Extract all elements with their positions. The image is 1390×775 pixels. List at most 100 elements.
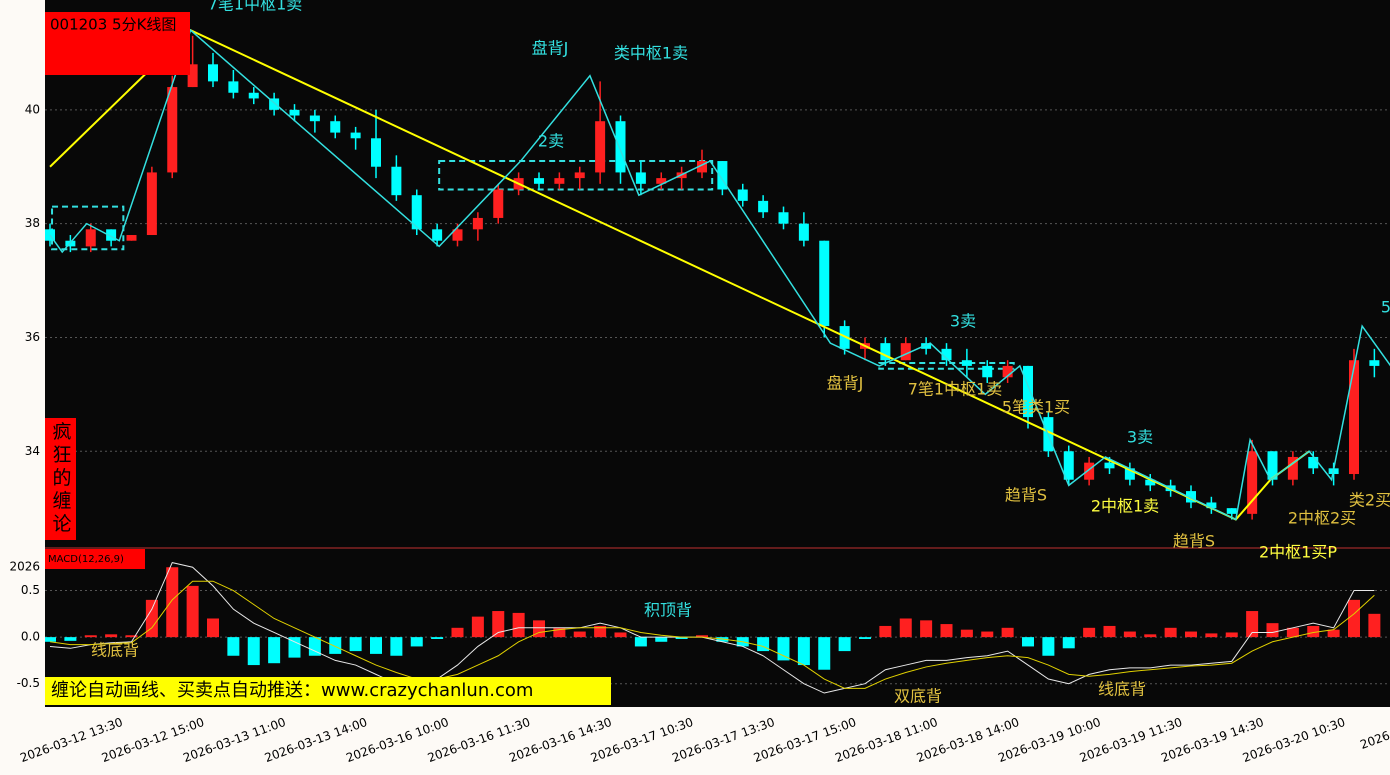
macd-bar (1348, 599, 1360, 638)
macd-bar (1266, 623, 1279, 638)
annotation: 3卖 (950, 312, 976, 331)
macd-bar (899, 618, 912, 638)
macd-bar (1022, 637, 1034, 647)
y-tick-label: 38 (25, 216, 40, 230)
candle-body (330, 121, 341, 133)
macd-title: MACD(12,26,9) (48, 554, 124, 565)
candle-body (187, 64, 198, 88)
candle-body (1104, 462, 1115, 469)
macd-top-label: 2026 (9, 560, 40, 574)
macd-bar (268, 637, 281, 664)
macd-bar (145, 599, 158, 638)
annotation: 类2买 (1349, 491, 1390, 510)
macd-panel (45, 562, 1390, 694)
annotation: 5笔类1买 (1002, 398, 1070, 417)
candle-body (1063, 451, 1074, 480)
candle-body (391, 166, 402, 196)
dif-line (49, 562, 1375, 694)
macd-bar (675, 637, 688, 639)
macd-bar (125, 635, 138, 638)
macd-bar (614, 632, 627, 638)
annotation: 双底背 (894, 687, 942, 706)
candle-body (452, 229, 463, 241)
macd-bar (105, 634, 118, 638)
macd-bar (1185, 631, 1197, 638)
candle-body (1247, 451, 1258, 514)
candle-body (635, 172, 646, 184)
candle-body (697, 161, 707, 173)
annotation: 类中枢1卖 (614, 44, 688, 63)
candle-body (208, 64, 218, 82)
candle-body (798, 223, 809, 241)
side-label: 疯狂的缠论 (52, 421, 71, 535)
candle-body (880, 343, 891, 361)
macd-bar (451, 627, 464, 638)
annotation: 3卖 (1127, 428, 1153, 447)
annotation: 5 (1381, 298, 1390, 317)
macd-bar (696, 635, 708, 638)
candle-body (1267, 451, 1278, 480)
macd-bar (797, 637, 810, 666)
macd-bar (288, 637, 301, 658)
macd-bar (838, 637, 851, 652)
macd-bar (410, 637, 423, 647)
macd-bar (1368, 613, 1381, 638)
candle-body (371, 138, 381, 167)
candle-body (472, 217, 483, 230)
candle-body (1124, 468, 1135, 480)
annotation: 积顶背 (644, 601, 692, 620)
annotation: 2中枢1卖 (1091, 497, 1159, 516)
macd-bar (1327, 629, 1340, 638)
candle-body (1226, 508, 1237, 514)
candle-body (411, 195, 422, 230)
macd-bar (227, 637, 240, 656)
candle-body (167, 87, 178, 173)
annotation: 线底背 (91, 641, 139, 660)
candle-body (819, 240, 830, 327)
candle-body (595, 121, 606, 173)
macd-bar (308, 637, 321, 656)
macd-bar (471, 616, 484, 638)
candle-body (982, 365, 993, 378)
macd-bar (1246, 611, 1259, 638)
candle-body (1206, 502, 1217, 509)
y-tick-label: 0.5 (21, 583, 40, 597)
candle-body (350, 132, 361, 139)
macd-bar (1062, 637, 1075, 649)
macd-bar (492, 611, 505, 638)
macd-bar (818, 637, 831, 670)
annotation: 盘背J (532, 39, 569, 58)
macd-bar (1225, 632, 1238, 638)
macd-bar (757, 637, 770, 652)
candle-body (493, 189, 504, 218)
macd-bar (1286, 627, 1299, 638)
candle-body (615, 121, 626, 173)
macd-bar (594, 625, 607, 638)
y-tick-label: 0.0 (21, 630, 40, 644)
candle-body (900, 343, 911, 361)
macd-bar (45, 637, 56, 642)
candle-body (921, 343, 932, 349)
candle-body (1186, 491, 1196, 503)
candle-body (534, 178, 544, 184)
macd-bar (960, 629, 973, 638)
candle-body (1145, 479, 1156, 486)
macd-bar (634, 637, 647, 647)
macd-bar (981, 631, 994, 638)
candle-body (778, 212, 789, 224)
macd-bar (940, 624, 953, 638)
macd-bar (1001, 627, 1014, 638)
macd-bar (553, 627, 566, 638)
candle-body (126, 235, 137, 241)
banner: 缠论自动画线、买卖点自动推送：www.crazychanlun.com (51, 680, 533, 701)
overlay: 001203 5分K线图 疯狂的缠论 MACD(12,26,9) 2026 缠论… (9, 0, 1390, 706)
macd-bar (247, 637, 260, 666)
annotation: 7笔1中枢1卖 (208, 0, 303, 14)
side-label-box (45, 418, 76, 540)
y-tick-label: 36 (25, 330, 40, 344)
macd-bar (1205, 633, 1218, 638)
dea-line (49, 580, 1375, 689)
candle-body (1308, 456, 1319, 469)
macd-bar (64, 637, 77, 641)
